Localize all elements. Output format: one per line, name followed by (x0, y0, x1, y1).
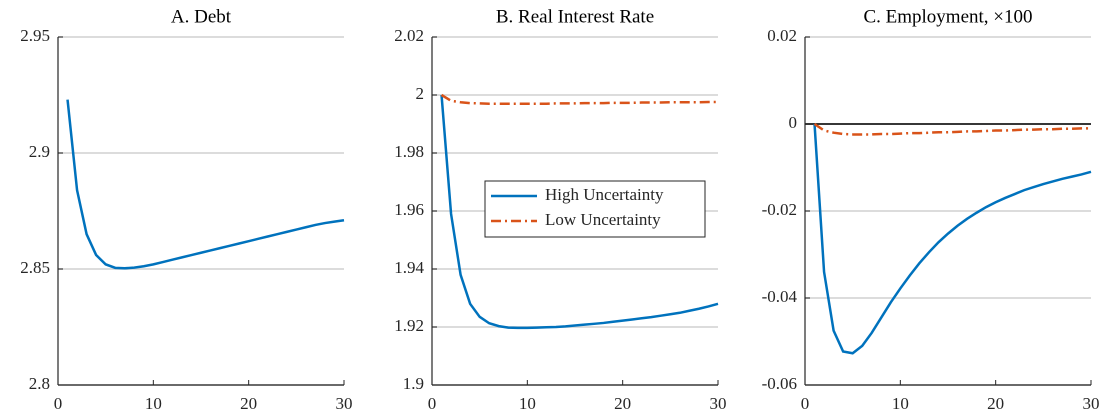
series-line (813, 122, 1091, 136)
series-line (440, 93, 718, 105)
x-tick-label: 0 (801, 394, 810, 413)
panel-title: A. Debt (171, 6, 232, 27)
y-tick-label: 2.02 (394, 26, 424, 45)
x-tick-label: 20 (987, 394, 1004, 413)
y-tick-label: 2.95 (20, 26, 50, 45)
x-tick-label: 20 (614, 394, 631, 413)
y-tick-label: 1.98 (394, 142, 424, 161)
series-line (813, 123, 1092, 355)
y-tick-label: 1.92 (394, 316, 424, 335)
y-tick-label: 2.9 (29, 142, 50, 161)
y-tick-label: 1.94 (394, 258, 424, 277)
legend: High Uncertainty Low Uncertainty (484, 180, 706, 238)
panel-title: B. Real Interest Rate (496, 6, 654, 27)
x-tick-label: 30 (1083, 394, 1100, 413)
y-tick-label: 0 (789, 113, 798, 132)
y-tick-label: -0.04 (762, 287, 798, 306)
y-tick-label: 2.8 (29, 374, 50, 393)
x-tick-label: 10 (519, 394, 536, 413)
y-tick-label: 1.96 (394, 200, 424, 219)
legend-box (484, 180, 706, 238)
legend-label: Low Uncertainty (545, 210, 661, 229)
x-tick-label: 10 (892, 394, 909, 413)
x-tick-label: 0 (54, 394, 63, 413)
x-tick-label: 30 (710, 394, 727, 413)
panel: B. Real Interest Rate 1.9 1.92 1.94 1.96 1.98… (394, 6, 726, 413)
x-tick-label: 30 (336, 394, 353, 413)
y-tick-label: -0.06 (762, 374, 797, 393)
x-tick-label: 0 (428, 394, 437, 413)
y-tick-label: -0.02 (762, 200, 797, 219)
y-tick-label: 0.02 (767, 26, 797, 45)
y-tick-label: 2 (416, 84, 425, 103)
panel-title: C. Employment, ×100 (863, 6, 1032, 27)
legend-label: High Uncertainty (545, 185, 664, 204)
y-tick-label: 2.85 (20, 258, 50, 277)
y-tick-label: 1.9 (403, 374, 424, 393)
series-line (440, 94, 719, 330)
x-tick-label: 10 (145, 394, 162, 413)
panel: A. Debt 2.8 2.85 2.9 2.95 0 10 20 30 (20, 6, 352, 413)
panel: C. Employment, ×100 -0.06 -0.04 -0.02 0 0.02 0… (762, 6, 1100, 413)
x-tick-label: 20 (240, 394, 257, 413)
series-line (66, 99, 345, 270)
